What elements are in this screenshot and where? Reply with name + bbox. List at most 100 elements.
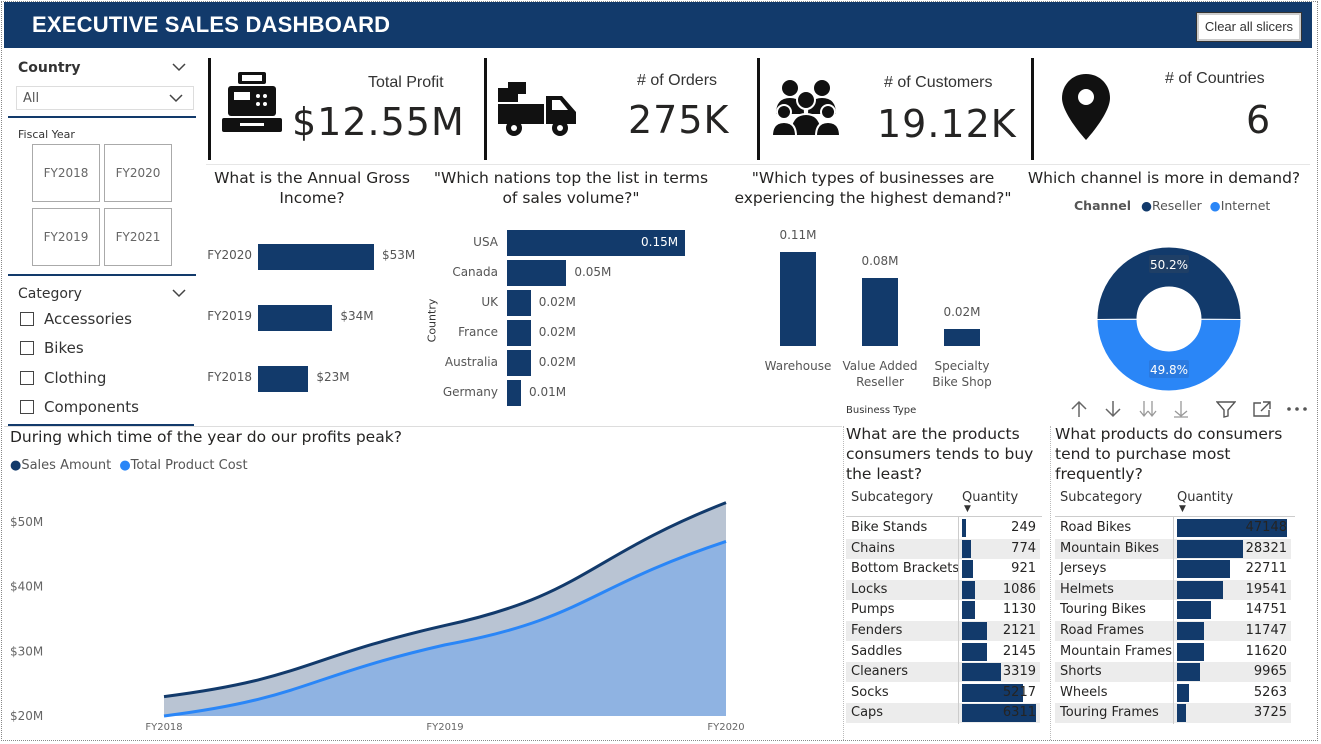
bar[interactable] <box>258 366 309 392</box>
clear-slicers-button[interactable]: Clear all slicers <box>1196 12 1302 42</box>
legend-item[interactable]: Reseller <box>1151 198 1202 213</box>
quantity-bar <box>1177 683 1190 702</box>
table-cell-subcategory[interactable]: Locks <box>851 581 888 597</box>
series-line[interactable] <box>163 539 727 718</box>
column-header[interactable]: Quantity <box>1177 490 1234 505</box>
chevron-down-icon[interactable] <box>172 62 186 72</box>
table-cell-subcategory[interactable]: Jerseys <box>1060 561 1107 577</box>
bar-category-label: France <box>458 325 498 339</box>
bikes-checkbox[interactable] <box>20 341 34 355</box>
kpi-label: # of Countries <box>1165 70 1265 87</box>
country-sales-chart[interactable]: USA 0.15M Canada 0.05M UK 0.02M France 0.02M Aus… <box>436 224 726 414</box>
table-cell-quantity: 249 <box>1011 520 1036 535</box>
components-checkbox[interactable] <box>20 400 34 414</box>
table-cell-quantity: 1086 <box>1002 581 1036 597</box>
donut-slice[interactable] <box>1096 318 1242 392</box>
bar[interactable] <box>862 277 898 346</box>
arrow-up-icon[interactable] <box>1070 400 1088 418</box>
x-tick-label: FY2019 <box>426 722 463 733</box>
divider <box>757 58 760 160</box>
clothing-checkbox[interactable] <box>20 371 34 385</box>
bar-category-label: FY2019 <box>207 309 252 323</box>
table-cell-subcategory[interactable]: Helmets <box>1060 581 1114 597</box>
legend-dot-internet: ● <box>1209 198 1221 213</box>
table-cell-subcategory[interactable]: Shorts <box>1060 664 1102 680</box>
bar[interactable] <box>507 290 531 316</box>
table-cell-subcategory[interactable]: Bottom Brackets <box>851 561 960 577</box>
table-cell-subcategory[interactable]: Road Frames <box>1060 623 1145 638</box>
legend-title: Channel <box>1074 198 1132 213</box>
annual-gross-income-chart[interactable]: FY2020 $53M FY2019 $34M FY2018 $23M <box>204 220 424 410</box>
table-cell-subcategory[interactable]: Mountain Bikes <box>1060 540 1160 556</box>
bar[interactable] <box>507 230 685 256</box>
series-line[interactable] <box>163 501 727 699</box>
table-cell-subcategory[interactable]: Fenders <box>851 623 903 638</box>
least-purchased-table[interactable]: Subcategory Quantity ▼ Bike Stands 249 Chains… <box>846 486 1042 726</box>
double-arrow-down-icon[interactable] <box>1138 400 1158 418</box>
quantity-bar <box>1177 704 1186 723</box>
chevron-down-icon[interactable] <box>172 288 186 298</box>
fiscal-year-label: Fiscal Year <box>18 128 75 141</box>
legend-dot-sales: ● <box>10 458 22 473</box>
expand-hierarchy-icon[interactable] <box>1172 400 1190 418</box>
bar[interactable] <box>944 328 980 346</box>
arrow-down-icon[interactable] <box>1104 400 1122 418</box>
table-cell-subcategory[interactable]: Saddles <box>851 643 903 659</box>
country-dropdown[interactable]: All <box>16 86 194 110</box>
quantity-bar <box>1177 642 1205 661</box>
data-label: 0.02M <box>943 304 981 319</box>
table-cell-subcategory[interactable]: Pumps <box>851 602 895 618</box>
table-cell-quantity: 47148 <box>1245 520 1287 535</box>
bar[interactable] <box>258 305 333 331</box>
chart-title: Which channel is more in demand? <box>1027 169 1301 187</box>
legend-item[interactable]: Sales Amount <box>21 458 112 473</box>
bar[interactable] <box>258 244 374 270</box>
table-cell-subcategory[interactable]: Wheels <box>1060 684 1108 700</box>
column-header[interactable]: Quantity <box>962 490 1019 505</box>
bar[interactable] <box>780 252 816 346</box>
table-cell-quantity: 28321 <box>1245 540 1287 556</box>
fiscal-year-tile[interactable]: FY2020 <box>104 144 172 202</box>
legend-item[interactable]: Internet <box>1220 198 1271 213</box>
bar[interactable] <box>507 380 521 406</box>
table-cell-subcategory[interactable]: Bike Stands <box>851 520 928 535</box>
table-cell-subcategory[interactable]: Chains <box>851 540 895 556</box>
table-cell-subcategory[interactable]: Mountain Frames <box>1060 643 1172 659</box>
focus-mode-icon[interactable] <box>1252 400 1272 418</box>
fiscal-year-tile[interactable]: FY2018 <box>32 144 100 202</box>
data-label-bg <box>1149 360 1189 378</box>
x-axis-label: Business Type <box>846 405 917 416</box>
table-cell-subcategory[interactable]: Caps <box>851 705 884 721</box>
channel-donut-chart[interactable]: 50.2% 49.8% <box>1094 244 1244 394</box>
visual-header-toolbar <box>1066 398 1312 420</box>
bar[interactable] <box>507 350 531 376</box>
fiscal-year-tile[interactable]: FY2019 <box>32 208 100 266</box>
y-tick-label: $30M <box>10 644 43 658</box>
bar-category-label: FY2018 <box>207 370 252 384</box>
category-option-label: Accessories <box>44 310 132 328</box>
table-cell-subcategory[interactable]: Touring Frames <box>1060 705 1159 721</box>
quantity-bar <box>1177 622 1205 640</box>
table-cell-subcategory[interactable]: Cleaners <box>851 664 909 680</box>
bar[interactable] <box>507 320 531 346</box>
table-cell-subcategory[interactable]: Socks <box>851 684 889 700</box>
quantity-bar <box>1177 580 1223 599</box>
legend-dot-cost: ● <box>119 458 131 473</box>
business-type-chart[interactable]: 0.11M Warehouse 0.08M Value Added Reseller 0… <box>756 222 1016 414</box>
table-row-stripe <box>846 579 1040 600</box>
most-purchased-table[interactable]: Subcategory Quantity ▼ Road Bikes 47148 Mount… <box>1055 486 1295 726</box>
quantity-bar <box>962 683 1024 702</box>
legend-item[interactable]: Total Product Cost <box>130 458 248 473</box>
table-cell-subcategory[interactable]: Road Bikes <box>1060 520 1132 535</box>
donut-slice[interactable] <box>1096 246 1242 320</box>
filter-icon[interactable] <box>1216 400 1236 418</box>
country-slicer: Country All <box>8 52 196 118</box>
more-options-icon[interactable] <box>1286 400 1308 418</box>
fiscal-year-tile[interactable]: FY2021 <box>104 208 172 266</box>
profit-trend-area-chart[interactable]: $50M $40M $30M $20M FY2018 FY2019 FY2020 <box>4 490 840 738</box>
bar[interactable] <box>507 260 567 286</box>
column-header[interactable]: Subcategory <box>851 490 934 505</box>
table-cell-subcategory[interactable]: Touring Bikes <box>1060 602 1146 618</box>
accessories-checkbox[interactable] <box>20 312 34 326</box>
column-header[interactable]: Subcategory <box>1060 490 1143 505</box>
